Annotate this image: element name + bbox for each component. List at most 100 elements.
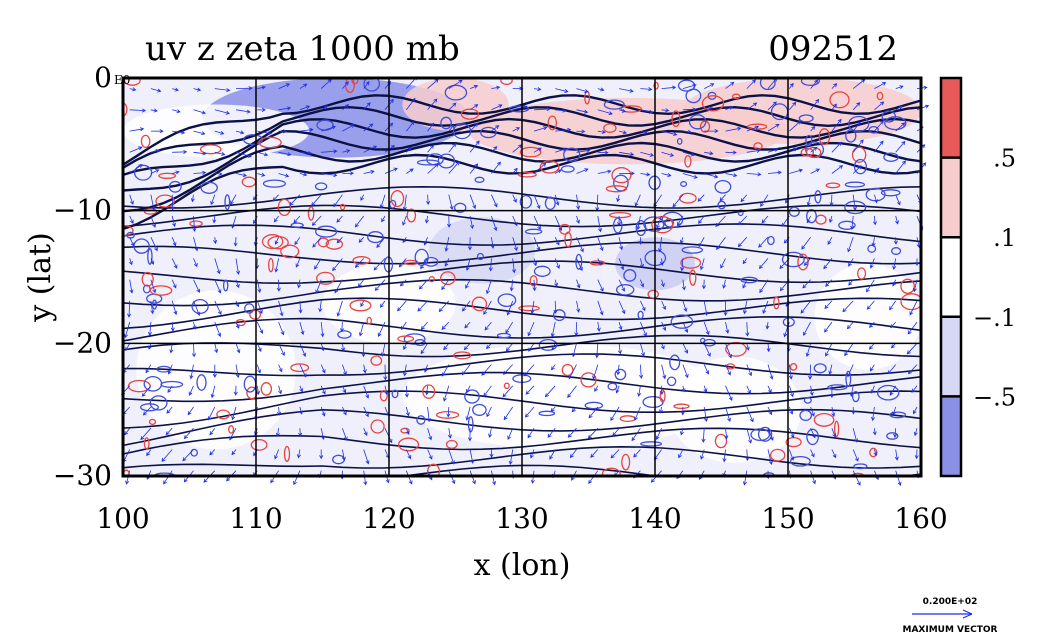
- negative-vorticity-contour: [750, 428, 771, 442]
- grid-lines: [123, 78, 921, 476]
- positive-vorticity-contour: [684, 154, 692, 168]
- negative-vorticity-contour: [403, 333, 426, 345]
- colorbar-swatch: [941, 78, 961, 158]
- max-vector-arrowhead: [962, 609, 973, 619]
- positive-vorticity-contour: [561, 363, 574, 377]
- negative-vorticity-contour: [416, 159, 440, 166]
- x-tick-label: 150: [761, 502, 814, 535]
- positive-vorticity-contour: [518, 305, 540, 312]
- x-tick-label: 140: [628, 502, 681, 535]
- negative-vorticity-contour: [496, 332, 511, 339]
- negative-vorticity-contour: [414, 338, 426, 347]
- positive-vorticity-contour: [503, 382, 510, 390]
- x-axis-label: x (lon): [474, 548, 571, 583]
- positive-vorticity-contour: [258, 136, 282, 149]
- negative-vorticity-contour: [844, 200, 867, 215]
- positive-vorticity-contour: [428, 276, 436, 283]
- negative-vorticity-contour: [782, 317, 795, 327]
- negative-vorticity-contour: [781, 251, 805, 268]
- positive-vorticity-contour: [440, 271, 456, 286]
- negative-vorticity-contour: [552, 309, 566, 322]
- negative-vorticity-contour: [800, 78, 820, 87]
- negative-vorticity-contour: [788, 206, 800, 217]
- positive-vorticity-contour: [805, 146, 822, 158]
- wind-vectors: [121, 76, 930, 486]
- negative-vorticity-contour: [798, 114, 814, 123]
- negative-vorticity-contour: [789, 455, 811, 467]
- positive-vorticity-contour: [189, 220, 203, 227]
- positive-vorticity-contour: [149, 285, 173, 296]
- negative-vorticity-contour: [740, 276, 759, 284]
- plot-frame: [121, 76, 923, 478]
- shade-region: [402, 343, 722, 450]
- positive-vorticity-contour: [818, 128, 831, 146]
- positive-vorticity-contour: [851, 146, 867, 163]
- positive-vorticity-contour: [141, 271, 154, 287]
- x-ticks: 100 110 120 130 140 150 160: [96, 502, 947, 535]
- positive-vorticity-contour: [529, 275, 538, 287]
- positive-vorticity-contour: [228, 425, 235, 434]
- negative-vorticity-contour: [262, 179, 286, 188]
- max-vector-legend: 0.200E+02 MAXIMUM VECTOR: [902, 597, 997, 635]
- positive-vorticity-contour: [621, 453, 631, 471]
- y-tick-label: −20: [53, 326, 112, 359]
- negative-vorticity-contour: [414, 248, 429, 266]
- positive-vorticity-contour: [589, 260, 606, 266]
- positive-vorticity-contour: [277, 198, 292, 217]
- positive-vorticity-contour: [352, 256, 371, 265]
- negative-vorticity-contour: [827, 384, 848, 391]
- positive-vorticity-contour: [651, 216, 674, 234]
- negative-vorticity-contour: [544, 196, 556, 211]
- positive-vorticity-contour: [158, 172, 177, 179]
- positive-vorticity-contour: [773, 296, 780, 310]
- positive-vorticity-contour: [731, 93, 741, 100]
- negative-vorticity-contour: [584, 401, 604, 410]
- positive-vorticity-contour: [283, 445, 291, 462]
- negative-vorticity-contour: [865, 187, 886, 202]
- shade-region: [668, 356, 802, 463]
- x-tick-label: 160: [894, 502, 947, 535]
- negative-vorticity-contour: [244, 303, 255, 314]
- colorbar-swatch: [941, 396, 961, 476]
- negative-vorticity-contour: [464, 389, 480, 404]
- negative-vorticity-contour: [480, 126, 497, 139]
- chart-title: uv z zeta 1000 mb: [145, 29, 460, 69]
- negative-vorticity-contour: [607, 382, 618, 391]
- positive-vorticity-contour: [453, 351, 472, 360]
- positive-vorticity-contour: [580, 372, 597, 388]
- positive-vorticity-contour: [460, 108, 480, 120]
- colorbar-label: .1: [993, 224, 1016, 252]
- colorbar-swatch: [941, 316, 961, 397]
- positive-vorticity-contour: [370, 419, 385, 434]
- y-axis-label: y (lat): [23, 232, 58, 322]
- negative-vorticity-contour: [472, 403, 487, 416]
- positive-vorticity-contour: [339, 203, 346, 211]
- negative-vorticity-contour: [637, 310, 644, 320]
- negative-vorticity-contour: [168, 180, 182, 193]
- positive-vorticity-contour: [601, 467, 621, 476]
- positive-vorticity-contour: [250, 438, 268, 451]
- positive-vorticity-contour: [517, 171, 537, 178]
- negative-vorticity-contour: [851, 390, 860, 403]
- positive-vorticity-contour: [825, 182, 841, 189]
- negative-vorticity-contour: [200, 181, 218, 194]
- negative-vorticity-contour: [243, 134, 263, 146]
- negative-vorticity-contour: [838, 220, 856, 230]
- positive-vorticity-contour: [280, 244, 300, 259]
- negative-vorticity-contour: [508, 105, 530, 113]
- positive-vorticity-contour: [680, 256, 702, 269]
- negative-vorticity-contour: [191, 298, 209, 315]
- negative-vorticity-contour: [883, 152, 899, 162]
- positive-vorticity-contour: [857, 267, 867, 280]
- positive-vorticity-contour: [199, 144, 222, 155]
- negative-vorticity-contour: [538, 338, 558, 351]
- negative-vorticity-contour: [799, 409, 813, 422]
- positive-vorticity-contour: [653, 81, 659, 90]
- positive-vorticity-contour: [349, 299, 372, 312]
- positive-vorticity-contour: [366, 316, 372, 325]
- negative-vorticity-contour: [315, 225, 338, 238]
- negative-vorticity-contour: [444, 84, 468, 101]
- negative-vorticity-contour: [737, 209, 744, 217]
- positive-vorticity-contour: [813, 412, 835, 427]
